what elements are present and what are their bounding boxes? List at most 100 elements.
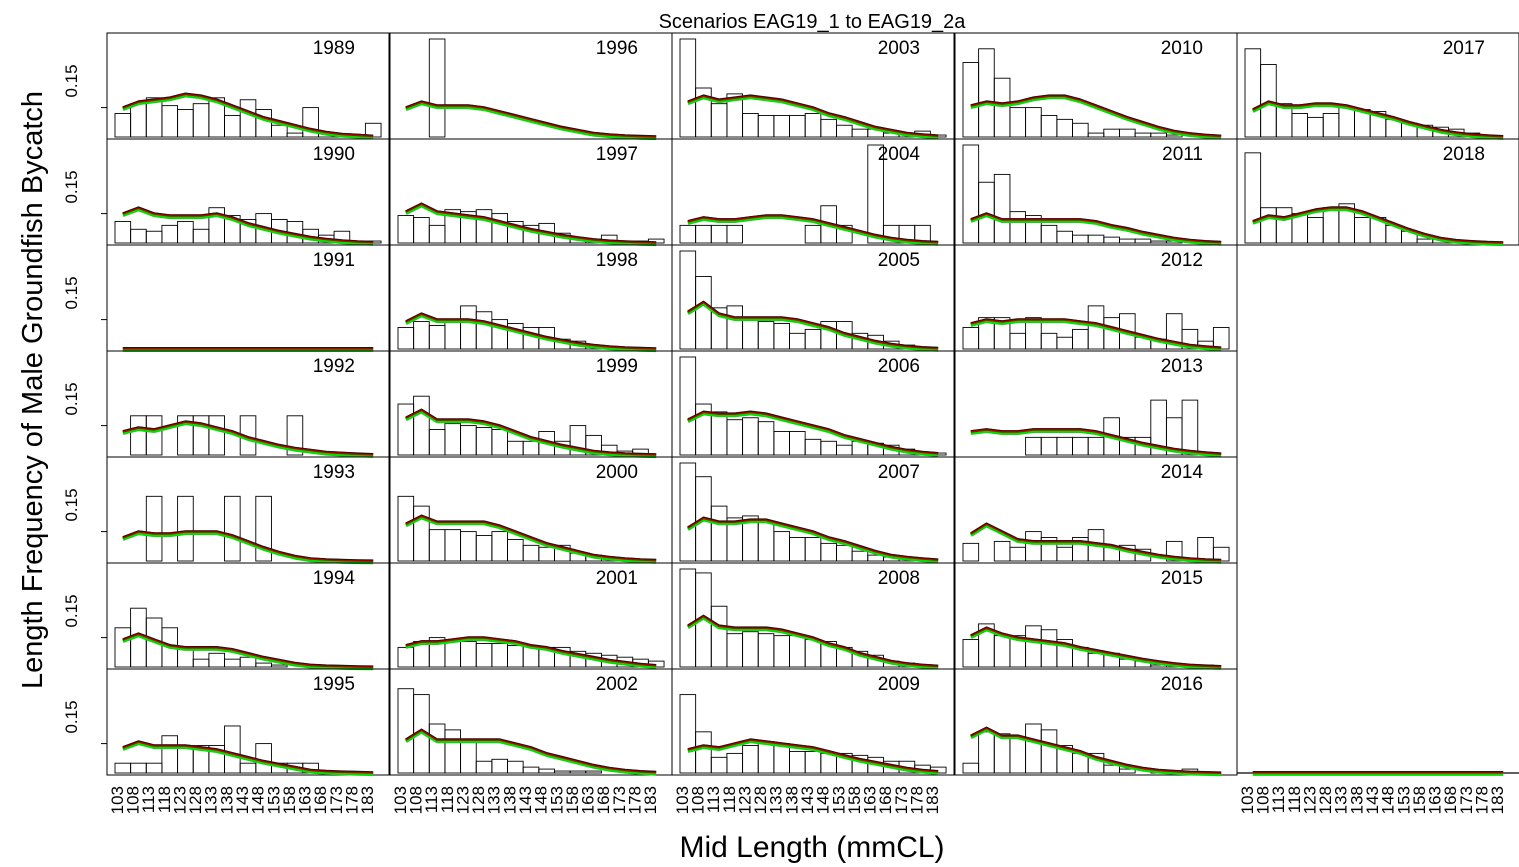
observed-bar — [1165, 540, 1183, 562]
x-tick-label: 178 — [908, 786, 927, 814]
fit-line-green — [122, 421, 374, 458]
x-tick-label: 168 — [311, 786, 330, 814]
observed-bar — [397, 495, 415, 562]
x-tick-label: 168 — [594, 786, 613, 814]
fit-line-black — [405, 312, 657, 349]
observed-bar — [507, 538, 524, 562]
observed-bar — [773, 531, 790, 562]
fit-line-green — [686, 301, 939, 352]
observed-bar — [993, 635, 1011, 668]
fit-line-green — [1251, 101, 1504, 140]
fit-line-green — [404, 313, 657, 353]
panel-year-label: 2017 — [1443, 38, 1485, 59]
observed-bar — [1056, 546, 1073, 562]
panel-frame — [671, 668, 955, 776]
x-axis-label: Mid Length (mmCL) — [679, 831, 944, 864]
observed-bar — [192, 228, 210, 244]
fit-line-green — [686, 411, 939, 457]
observed-bar — [757, 633, 775, 668]
x-tick-label: 163 — [861, 786, 880, 814]
observed-bar — [993, 77, 1011, 138]
panel-2011: 2011 — [954, 138, 1238, 246]
y-axis-label: Length Frequency of Male Groundfish Byca… — [17, 91, 49, 689]
observed-bar — [820, 542, 837, 562]
x-tick-label: 123 — [735, 786, 754, 814]
observed-bar — [413, 395, 430, 456]
observed-bar — [742, 631, 759, 668]
panel-frame — [106, 668, 390, 776]
observed-bar — [1025, 723, 1042, 774]
observed-bar — [208, 652, 225, 668]
observed-bar — [1040, 332, 1058, 350]
x-tick-label: 108 — [689, 786, 708, 814]
fit-line-red — [122, 632, 374, 668]
observed-bar — [1322, 113, 1340, 138]
x-tick-label: 173 — [327, 786, 346, 814]
observed-bar — [1009, 107, 1026, 138]
x-tick-label: 113 — [1269, 786, 1288, 813]
observed-bar — [978, 48, 995, 138]
x-tick-label: 158 — [845, 786, 864, 814]
observed-bar — [773, 431, 790, 456]
panel-2001: 2001 — [389, 562, 673, 670]
fit-line-black — [122, 92, 374, 136]
observed-bar — [397, 215, 415, 244]
x-tick-label: 113 — [704, 786, 723, 813]
observed-bar — [710, 756, 728, 774]
fit-line-red — [122, 740, 374, 774]
observed-bar — [1025, 107, 1042, 138]
fit-line-black — [122, 632, 374, 667]
x-tick-label: 173 — [610, 786, 629, 814]
observed-bar — [710, 411, 728, 456]
fit-line-red — [1252, 206, 1504, 244]
observed-bar — [1040, 114, 1058, 138]
panel-2009: 2009 — [671, 668, 955, 776]
observed-bar — [1119, 128, 1136, 138]
observed-bar — [710, 605, 728, 668]
panel-year-label: 1998 — [596, 250, 638, 271]
observed-bar — [224, 725, 241, 774]
panel-year-label: 2009 — [878, 674, 920, 695]
observed-bar — [742, 113, 759, 138]
fit-line-green — [687, 215, 939, 246]
observed-bar — [757, 421, 775, 456]
observed-bar — [177, 495, 194, 562]
observed-bar — [428, 529, 446, 562]
y-tick-label: 0.15 — [62, 276, 81, 309]
fit-line-green — [404, 409, 657, 459]
observed-bar — [255, 662, 272, 668]
observed-bar — [460, 531, 477, 562]
observed-bar — [114, 220, 132, 244]
panel-year-label: 2000 — [596, 462, 638, 483]
observed-bar — [1009, 211, 1026, 244]
observed-bar — [1056, 336, 1073, 350]
observed-bar — [1416, 238, 1434, 244]
observed-bar — [836, 224, 853, 244]
fit-line-black — [1252, 206, 1504, 243]
observed-bar — [710, 103, 728, 138]
observed-bar — [804, 328, 822, 350]
observed-bar — [804, 438, 822, 456]
fit-line-green — [969, 523, 1222, 564]
fit-line-red — [970, 522, 1222, 562]
observed-bar — [1307, 217, 1324, 244]
observed-bar — [1197, 537, 1214, 562]
observed-bar — [773, 323, 790, 350]
observed-bar — [1212, 326, 1230, 350]
observed-bar — [130, 228, 147, 244]
panel-2004: 2004 — [671, 138, 955, 246]
observed-bar — [130, 103, 147, 138]
observed-bar — [145, 415, 163, 456]
observed-bar — [679, 38, 697, 138]
observed-bar — [679, 356, 697, 456]
x-tick-label: 103 — [108, 786, 127, 814]
observed-bar — [1119, 768, 1136, 774]
observed-bar — [569, 770, 587, 774]
observed-bar — [538, 768, 555, 774]
observed-bar — [695, 731, 712, 774]
observed-bar — [428, 429, 446, 456]
observed-bar — [507, 644, 524, 668]
x-tick-label: 158 — [1410, 786, 1429, 814]
x-tick-label: 103 — [391, 786, 410, 814]
